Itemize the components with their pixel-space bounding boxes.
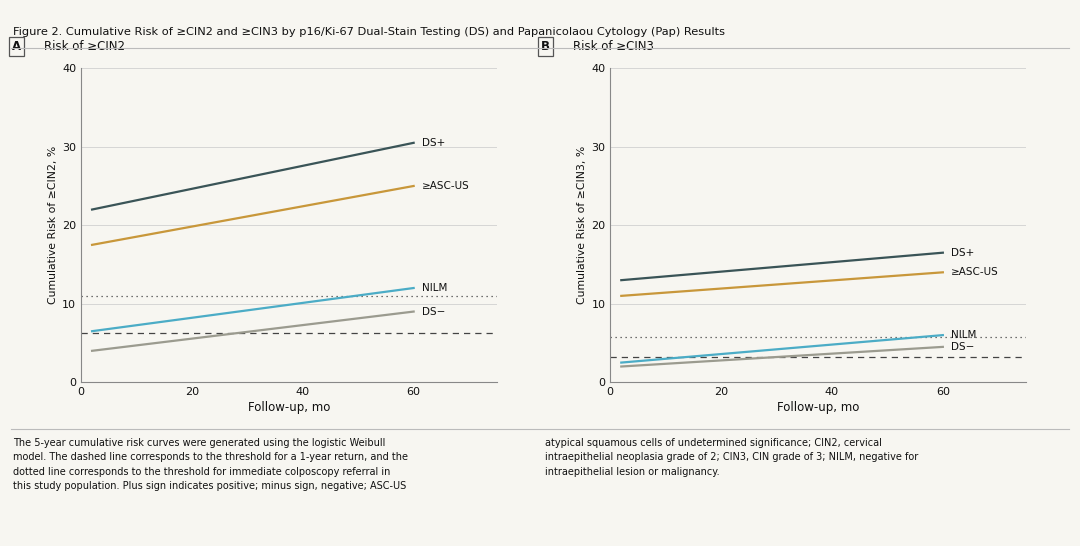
Text: atypical squamous cells of undetermined significance; CIN2, cervical
intraepithe: atypical squamous cells of undetermined … [545, 438, 919, 477]
Text: DS−: DS− [422, 306, 445, 317]
Text: ≥ASC-US: ≥ASC-US [422, 181, 470, 191]
Y-axis label: Cumulative Risk of ≥CIN2, %: Cumulative Risk of ≥CIN2, % [48, 146, 58, 304]
Y-axis label: Cumulative Risk of ≥CIN3, %: Cumulative Risk of ≥CIN3, % [577, 146, 588, 304]
Text: ≥ASC-US: ≥ASC-US [951, 268, 999, 277]
Text: DS+: DS+ [951, 248, 974, 258]
X-axis label: Follow-up, mo: Follow-up, mo [777, 401, 860, 414]
Text: DS−: DS− [951, 342, 974, 352]
Text: NILM: NILM [951, 330, 976, 340]
Text: Risk of ≥CIN2: Risk of ≥CIN2 [43, 40, 124, 53]
Text: Risk of ≥CIN3: Risk of ≥CIN3 [572, 40, 653, 53]
Text: DS+: DS+ [422, 138, 445, 148]
Text: Figure 2. Cumulative Risk of ≥CIN2 and ≥CIN3 by p16/Ki-67 Dual-Stain Testing (DS: Figure 2. Cumulative Risk of ≥CIN2 and ≥… [13, 27, 725, 38]
Text: NILM: NILM [422, 283, 447, 293]
Text: A: A [12, 40, 22, 53]
Text: B: B [541, 40, 550, 53]
X-axis label: Follow-up, mo: Follow-up, mo [247, 401, 330, 414]
Text: The 5-year cumulative risk curves were generated using the logistic Weibull
mode: The 5-year cumulative risk curves were g… [13, 438, 408, 491]
